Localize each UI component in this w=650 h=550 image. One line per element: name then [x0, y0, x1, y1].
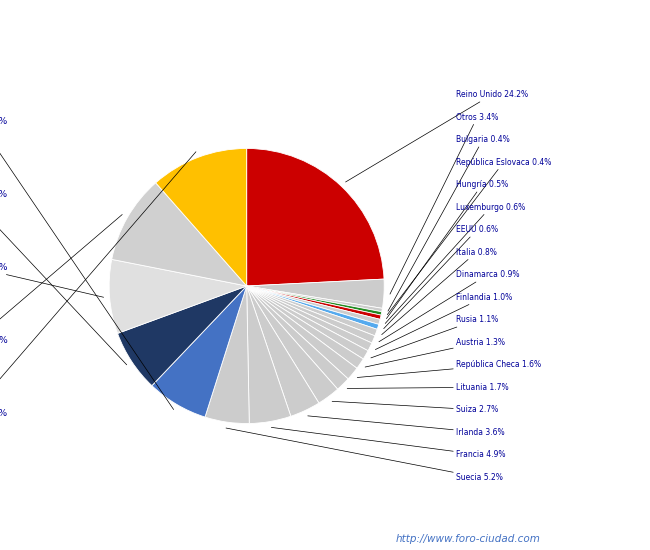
Text: Austria 1.3%: Austria 1.3% — [365, 338, 505, 367]
Wedge shape — [247, 286, 357, 379]
Wedge shape — [152, 286, 247, 417]
Text: Guardamar del Segura - Turistas extranjeros según país - Abril de 2024: Guardamar del Segura - Turistas extranje… — [74, 17, 576, 30]
Wedge shape — [247, 286, 363, 368]
Wedge shape — [247, 286, 348, 389]
Text: http://www.foro-ciudad.com: http://www.foro-ciudad.com — [396, 535, 540, 544]
Wedge shape — [247, 286, 291, 424]
Wedge shape — [205, 286, 249, 424]
Wedge shape — [247, 286, 382, 312]
Text: Otros 3.4%: Otros 3.4% — [390, 113, 499, 294]
Text: Alemania 11.5%: Alemania 11.5% — [0, 152, 196, 417]
Wedge shape — [156, 148, 247, 286]
Text: Reino Unido 24.2%: Reino Unido 24.2% — [346, 90, 528, 182]
Text: Suecia 5.2%: Suecia 5.2% — [226, 428, 503, 482]
Text: Rusia 1.1%: Rusia 1.1% — [371, 315, 499, 358]
Wedge shape — [247, 286, 337, 403]
Wedge shape — [118, 286, 247, 386]
Text: República Eslovaca 0.4%: República Eslovaca 0.4% — [387, 158, 551, 315]
Text: Francia 4.9%: Francia 4.9% — [271, 427, 506, 459]
Text: Finlandia 1.0%: Finlandia 1.0% — [375, 293, 512, 350]
Text: Noruega 8.7%: Noruega 8.7% — [0, 263, 103, 297]
Text: República Checa 1.6%: República Checa 1.6% — [358, 360, 541, 377]
Text: Bulgaria 0.4%: Bulgaria 0.4% — [388, 135, 510, 311]
Text: Polonia 7.2%: Polonia 7.2% — [0, 117, 174, 410]
Text: Luxemburgo 0.6%: Luxemburgo 0.6% — [385, 203, 525, 323]
Wedge shape — [247, 286, 372, 351]
Wedge shape — [247, 286, 319, 416]
Wedge shape — [247, 286, 375, 343]
Text: Suiza 2.7%: Suiza 2.7% — [332, 402, 499, 414]
Text: Dinamarca 0.9%: Dinamarca 0.9% — [379, 270, 519, 342]
Wedge shape — [112, 183, 247, 286]
Wedge shape — [247, 286, 380, 324]
Wedge shape — [109, 260, 247, 333]
Wedge shape — [247, 286, 377, 336]
Wedge shape — [247, 148, 384, 286]
Text: Hungría 0.5%: Hungría 0.5% — [387, 180, 508, 318]
Text: EEUU 0.6%: EEUU 0.6% — [384, 225, 498, 329]
Text: Lituania 1.7%: Lituania 1.7% — [347, 383, 508, 392]
Text: Países Bajos 7.3%: Países Bajos 7.3% — [0, 190, 127, 365]
Wedge shape — [247, 286, 379, 329]
Wedge shape — [247, 279, 384, 309]
Text: Italia 0.8%: Italia 0.8% — [382, 248, 497, 334]
Wedge shape — [247, 286, 382, 315]
Text: Irlanda 3.6%: Irlanda 3.6% — [308, 416, 504, 437]
Wedge shape — [247, 286, 381, 320]
Text: Bélgica 10.4%: Bélgica 10.4% — [0, 214, 122, 345]
Wedge shape — [247, 286, 368, 359]
